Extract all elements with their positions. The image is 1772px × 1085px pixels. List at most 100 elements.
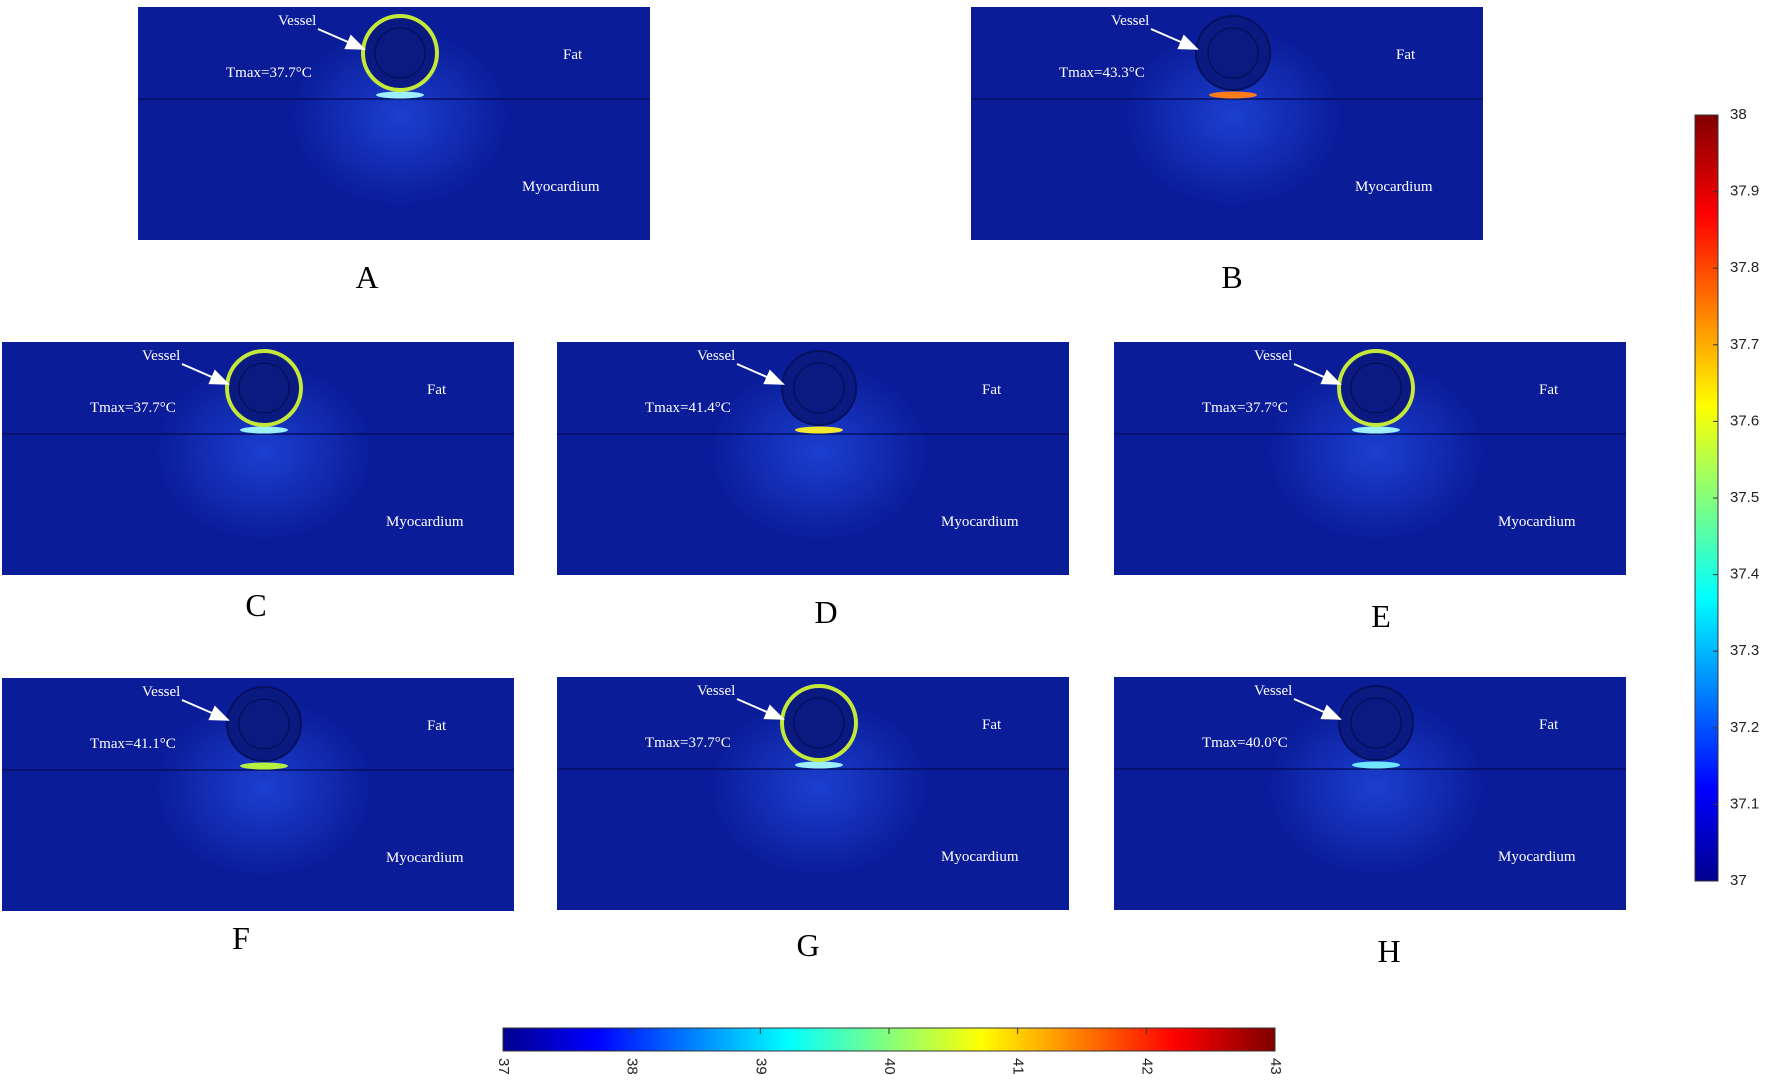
vessel-lumen — [1350, 362, 1402, 414]
vessel-lumen — [374, 27, 426, 79]
panel: Vessel Tmax=41.4°C Fat Myocardium — [557, 342, 1069, 575]
panel: Vessel Tmax=41.1°C Fat Myocardium — [2, 678, 514, 911]
myocardium-label: Myocardium — [941, 514, 1019, 530]
myocardium-label: Myocardium — [1355, 179, 1433, 195]
vessel-arrow — [736, 698, 785, 720]
vessel-label: Vessel — [1254, 348, 1292, 364]
hotspot — [1209, 91, 1257, 99]
heat-glow — [154, 362, 374, 542]
fat-label: Fat — [427, 382, 447, 398]
panel-label: A — [355, 259, 378, 295]
tmax-label: Tmax=40.0°C — [1202, 735, 1288, 751]
vessel-arrow — [181, 363, 230, 385]
vessel-label: Vessel — [697, 683, 735, 699]
colorbar-tick-label: 37.9 — [1730, 183, 1759, 200]
colorbar-tick-label: 43 — [1267, 1058, 1284, 1075]
myocardium-label: Myocardium — [386, 514, 464, 530]
panel: Vessel Tmax=40.0°C Fat Myocardium — [1114, 677, 1626, 910]
fat-label: Fat — [1539, 717, 1559, 733]
tmax-label: Tmax=37.7°C — [90, 400, 176, 416]
fat-label: Fat — [982, 382, 1002, 398]
myocardium-label: Myocardium — [522, 179, 600, 195]
vessel-wall — [780, 684, 858, 762]
panel-label: D — [814, 594, 837, 630]
heat-glow — [709, 362, 929, 542]
fat-label: Fat — [1396, 47, 1416, 63]
hotspot — [240, 762, 288, 770]
colorbar-tick-label: 38 — [624, 1058, 641, 1075]
hotspot — [1352, 761, 1400, 769]
colorbar-tick-label: 37.2 — [1730, 719, 1759, 736]
panel-label: C — [245, 587, 266, 623]
colorbar-tick-label: 37 — [495, 1058, 512, 1075]
heat-glow — [1266, 362, 1486, 542]
vessel-wall — [225, 349, 303, 427]
vessel-arrow — [1293, 363, 1342, 385]
colorbar-tick-label: 37 — [1730, 872, 1747, 889]
vessel-label: Vessel — [278, 13, 316, 29]
tmax-label: Tmax=41.4°C — [645, 400, 731, 416]
vessel-wall — [226, 686, 302, 762]
hotspot — [795, 426, 843, 434]
myocardium-label: Myocardium — [1498, 849, 1576, 865]
vessel-lumen — [793, 362, 845, 414]
vessel-lumen — [238, 698, 290, 750]
vessel-arrow — [181, 699, 230, 721]
vessel-arrow — [317, 28, 366, 50]
vessel-label: Vessel — [1111, 13, 1149, 29]
hotspot — [795, 761, 843, 769]
panel-label: E — [1371, 598, 1391, 634]
panel: Vessel Tmax=37.7°C Fat Myocardium — [1114, 342, 1626, 575]
heat-glow — [290, 27, 510, 207]
vessel-arrow — [1150, 28, 1199, 50]
panel: Vessel Tmax=37.7°C Fat Myocardium — [2, 342, 514, 575]
vessel-wall — [1338, 685, 1414, 761]
colorbar-tick-label: 37.1 — [1730, 795, 1759, 812]
vessel-arrow — [736, 363, 785, 385]
myocardium-label: Myocardium — [386, 850, 464, 866]
tmax-label: Tmax=43.3°C — [1059, 65, 1145, 81]
colorbar-tick-label: 37.8 — [1730, 259, 1759, 276]
heat-glow — [154, 698, 374, 878]
vessel-wall — [1195, 15, 1271, 91]
vessel-wall — [361, 14, 439, 92]
hotspot — [1352, 426, 1400, 434]
panel-label: F — [232, 920, 250, 956]
tmax-label: Tmax=41.1°C — [90, 736, 176, 752]
colorbar-tick-label: 37.7 — [1730, 336, 1759, 353]
panel: Vessel Tmax=37.7°C Fat Myocardium — [557, 677, 1069, 910]
vessel-wall — [1337, 349, 1415, 427]
vessel-arrow — [1293, 698, 1342, 720]
fat-label: Fat — [427, 718, 447, 734]
vessel-lumen — [1350, 697, 1402, 749]
myocardium-label: Myocardium — [1498, 514, 1576, 530]
fat-label: Fat — [1539, 382, 1559, 398]
hotspot — [376, 91, 424, 99]
hotspot — [240, 426, 288, 434]
tmax-label: Tmax=37.7°C — [226, 65, 312, 81]
panel: Vessel Tmax=37.7°C Fat Myocardium — [138, 7, 650, 240]
colorbar-tick-label: 38 — [1730, 106, 1747, 123]
colorbar-tick-label: 41 — [1010, 1058, 1027, 1075]
colorbar-tick-label: 40 — [881, 1058, 898, 1075]
vessel-label: Vessel — [142, 348, 180, 364]
fat-label: Fat — [982, 717, 1002, 733]
colorbar-tick-label: 37.4 — [1730, 566, 1759, 583]
colorbar-tick-label: 37.6 — [1730, 412, 1759, 429]
panel-label: B — [1221, 259, 1242, 295]
vessel-lumen — [793, 697, 845, 749]
panel: Vessel Tmax=43.3°C Fat Myocardium — [971, 7, 1483, 240]
panel-label: G — [796, 927, 819, 963]
heat-glow — [1123, 27, 1343, 207]
tmax-label: Tmax=37.7°C — [1202, 400, 1288, 416]
vessel-lumen — [238, 362, 290, 414]
myocardium-label: Myocardium — [941, 849, 1019, 865]
vessel-label: Vessel — [697, 348, 735, 364]
colorbar-tick-label: 37.3 — [1730, 642, 1759, 659]
colorbar-tick-label: 42 — [1138, 1058, 1155, 1075]
colorbar-tick-label: 39 — [752, 1058, 769, 1075]
heat-glow — [709, 697, 929, 877]
colorbar-tick-label: 37.5 — [1730, 489, 1759, 506]
tmax-label: Tmax=37.7°C — [645, 735, 731, 751]
